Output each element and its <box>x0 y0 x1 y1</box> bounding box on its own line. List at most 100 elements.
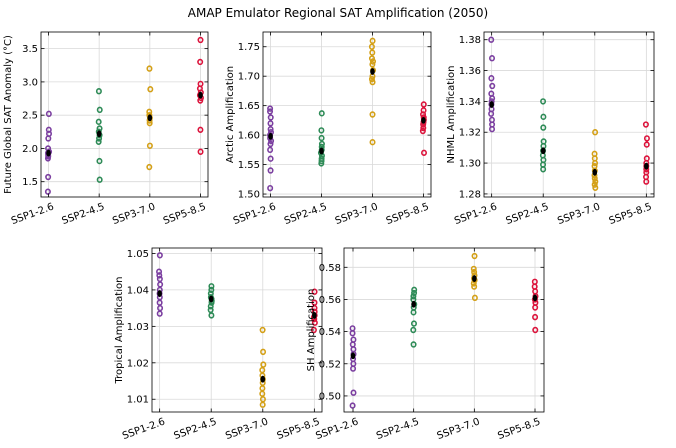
x-tick-label: SSP5-8.5 <box>608 201 654 227</box>
data-point <box>197 148 204 155</box>
series-SSP5-8.5 <box>310 288 318 334</box>
y-tick-label: 1.01 <box>127 395 149 406</box>
data-point <box>470 265 477 273</box>
y-tick-label: 0.52 <box>319 359 341 370</box>
median-marker <box>350 352 356 360</box>
y-tick-label: 1.70 <box>238 72 260 83</box>
y-tick-label: 2.0 <box>22 144 38 155</box>
series-SSP3-7.0 <box>470 252 478 302</box>
data-point <box>208 283 215 290</box>
data-point <box>591 175 598 182</box>
data-point <box>532 326 539 334</box>
data-point <box>591 162 598 170</box>
median-marker <box>411 300 416 308</box>
series-SSP3-7.0 <box>368 37 377 146</box>
data-point <box>318 140 325 148</box>
data-point <box>532 313 539 321</box>
data-point <box>420 124 427 132</box>
data-point <box>311 299 318 306</box>
y-tick-label: 1.50 <box>238 190 260 201</box>
y-tick-label: 2.5 <box>22 111 38 122</box>
data-point <box>369 49 376 56</box>
data-point <box>157 281 164 288</box>
data-point <box>318 110 325 117</box>
series-SSP5-8.5 <box>196 36 204 155</box>
figure-title: AMAP Emulator Regional SAT Amplification… <box>188 6 488 20</box>
y-tick-label: 1.55 <box>238 160 260 171</box>
plot-frame <box>151 247 323 413</box>
subplot-4: 1.01 1.02 1.03 1.04 1.05 SSP1-2.6 SSP2-4.5 SSP3… <box>114 247 323 442</box>
data-point <box>471 283 478 290</box>
series-SSP2-4.5 <box>410 286 418 348</box>
plot-frame <box>40 31 209 198</box>
data-point <box>156 275 163 283</box>
median-marker <box>268 132 273 140</box>
data-point <box>410 341 417 348</box>
x-tick-label: SSP3-7.0 <box>334 201 380 227</box>
x-tick-label: SSP2-4.5 <box>505 201 551 227</box>
x-tick-label: SSP1-2.6 <box>121 416 167 442</box>
data-point <box>95 138 102 145</box>
y-tick-label: 0.56 <box>319 295 341 306</box>
subplot-5: 0.50 0.52 0.54 0.56 0.58 SSP1-2.6 SSP2-4.5 SSP3… <box>306 247 545 442</box>
series-SSP5-8.5 <box>531 278 539 334</box>
median-marker <box>96 130 102 138</box>
data-point <box>267 140 274 148</box>
data-point <box>591 150 598 158</box>
series-SSP5-8.5 <box>642 121 650 185</box>
data-point <box>156 252 163 259</box>
data-point <box>311 288 318 295</box>
data-point <box>146 108 153 116</box>
y-tick-label: 1.75 <box>238 42 260 53</box>
x-tick-label: SSP3-7.0 <box>111 201 157 227</box>
data-point <box>310 326 317 334</box>
series-SSP1-2.6 <box>267 105 275 192</box>
data-point <box>267 184 274 192</box>
data-point <box>531 278 538 285</box>
data-point <box>369 111 376 118</box>
series-SSP3-7.0 <box>591 129 599 191</box>
x-tick-label: SSP5-8.5 <box>162 201 208 227</box>
x-tick-label: SSP5-8.5 <box>496 416 542 442</box>
y-tick-label: 1.34 <box>459 97 481 108</box>
subplot-1: 1.5 2.0 2.5 3.0 3.5 SSP1-2.6 SSP2-4.5 SSP3-7.0 S… <box>3 31 209 227</box>
median-marker <box>147 114 153 122</box>
data-point <box>368 43 375 50</box>
y-tick-label: 1.60 <box>238 131 260 142</box>
data-point <box>96 157 103 165</box>
x-tick-label: SSP5-8.5 <box>276 416 322 442</box>
median-marker <box>312 312 317 319</box>
subplot-3: 1.28 1.30 1.32 1.34 1.36 1.38 SSP1-2.6 SSP2-4.5… <box>446 31 655 227</box>
data-point <box>369 138 376 146</box>
data-point <box>350 336 357 343</box>
data-point <box>419 127 426 135</box>
series-SSP1-2.6 <box>488 36 496 133</box>
data-point <box>592 129 599 136</box>
data-point <box>260 361 267 368</box>
x-tick-label: SSP1-2.6 <box>232 201 278 227</box>
data-point <box>208 286 215 294</box>
data-point <box>592 178 599 185</box>
series-SSP3-7.0 <box>146 65 154 171</box>
data-point <box>643 155 650 162</box>
y-axis-label: NHML Amplification <box>446 66 457 164</box>
data-point <box>349 402 356 409</box>
y-tick-label: 3.0 <box>22 77 38 88</box>
data-point <box>156 268 163 275</box>
data-point <box>95 118 102 126</box>
plot-frame <box>483 31 655 198</box>
median-marker <box>421 116 426 124</box>
series-SSP2-4.5 <box>539 98 547 173</box>
data-point <box>267 146 274 154</box>
data-point <box>95 88 102 95</box>
data-point <box>267 120 274 127</box>
data-point <box>420 101 427 108</box>
x-tick-label: SSP1-2.6 <box>314 416 360 442</box>
data-point <box>146 65 153 72</box>
y-tick-label: 1.5 <box>22 177 38 188</box>
data-point <box>260 348 267 356</box>
y-axis-label: Tropical Amplification <box>114 277 125 385</box>
data-point <box>420 107 427 114</box>
median-marker <box>540 147 546 155</box>
y-axis-label: Arctic Amplification <box>225 66 236 163</box>
